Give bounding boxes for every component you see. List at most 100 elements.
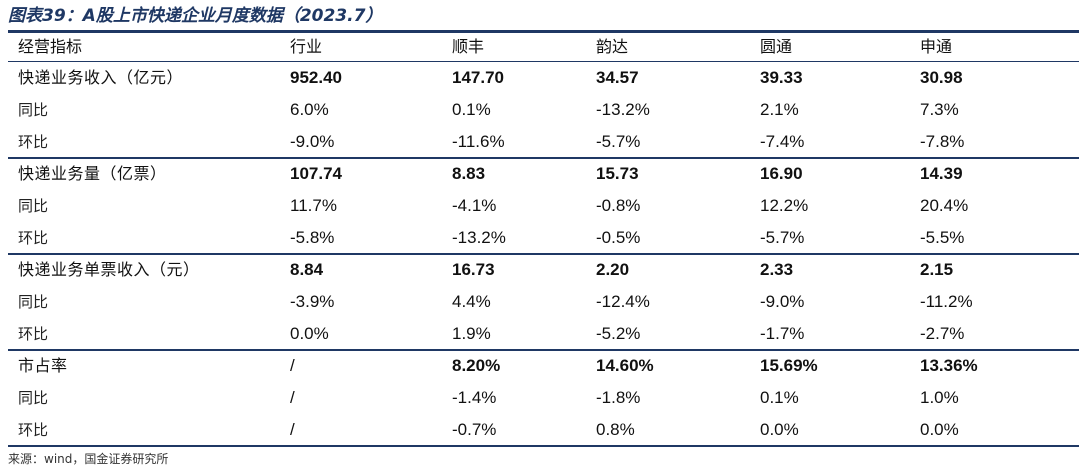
cell-value: -1.4% [452,388,497,407]
cell-value: -5.7% [596,132,641,151]
group-divider [8,253,1079,255]
cell-value: -13.2% [596,100,650,119]
cell-value: 30.98 [920,68,963,87]
row-label: 同比 [18,197,49,215]
cell-value: / [290,388,295,407]
table-row: 环比 -9.0% -11.6% -5.7% -7.4% -7.8% [8,126,1079,158]
table-group-unit-revenue: 快递业务单票收入（元） 8.84 16.73 2.20 2.33 2.15 同比… [8,254,1079,350]
cell-value: 2.33 [760,260,794,279]
cell-value: -1.7% [760,324,805,343]
table-row: 环比 0.0% 1.9% -5.2% -1.7% -2.7% [8,318,1079,350]
cell-value: 0.8% [596,420,635,439]
header-rule [8,61,1079,62]
group-divider [8,349,1079,351]
cell-value: 12.2% [760,196,809,215]
cell-value: 0.1% [760,388,799,407]
row-label: 快递业务单票收入（元） [18,260,200,279]
cell-value: 13.36% [920,356,978,375]
cell-value: / [290,420,295,439]
table-row: 同比 / -1.4% -1.8% 0.1% 1.0% [8,382,1079,414]
header-indicator: 经营指标 [18,37,83,56]
header-sf: 顺丰 [452,37,485,56]
row-label: 同比 [18,293,49,311]
cell-value: 8.83 [452,164,486,183]
header-yunda: 韵达 [596,37,629,56]
cell-value: 1.9% [452,324,491,343]
cell-value: 7.3% [920,100,959,119]
cell-value: -4.1% [452,196,497,215]
cell-value: -1.8% [596,388,641,407]
table-group-market-share: 市占率 / 8.20% 14.60% 15.69% 13.36% 同比 / -1… [8,350,1079,446]
cell-value: 147.70 [452,68,504,87]
cell-value: -5.5% [920,228,965,247]
row-label: 环比 [18,229,49,247]
table-row: 同比 11.7% -4.1% -0.8% 12.2% 20.4% [8,190,1079,222]
cell-value: -2.7% [920,324,965,343]
cell-value: 2.20 [596,260,630,279]
table-bottom-rule [8,445,1079,447]
row-label: 同比 [18,101,49,119]
table-group-revenue: 快递业务收入（亿元） 952.40 147.70 34.57 39.33 30.… [8,62,1079,158]
cell-value: 15.73 [596,164,639,183]
cell-value: -0.8% [596,196,641,215]
row-label: 环比 [18,133,49,151]
cell-value: 11.7% [290,196,337,215]
cell-value: 2.1% [760,100,799,119]
row-label: 环比 [18,421,49,439]
cell-value: -9.0% [290,132,335,151]
cell-value: -7.4% [760,132,805,151]
cell-value: 952.40 [290,68,342,87]
cell-value: -12.4% [596,292,650,311]
row-label: 快递业务量（亿票） [18,164,167,183]
cell-value: -9.0% [760,292,805,311]
cell-value: 14.60% [596,356,654,375]
row-label: 快递业务收入（亿元） [18,68,184,87]
cell-value: 2.15 [920,260,954,279]
cell-value: -5.8% [290,228,335,247]
cell-value: 20.4% [920,196,969,215]
cell-value: 0.0% [920,420,959,439]
figure-title: 图表39：A股上市快递企业月度数据（2023.7） [8,6,383,26]
cell-value: -11.2% [920,292,973,311]
table-row: 同比 6.0% 0.1% -13.2% 2.1% 7.3% [8,94,1079,126]
row-label: 市占率 [18,356,68,375]
cell-value: / [290,356,295,375]
cell-value: 8.84 [290,260,324,279]
cell-value: 39.33 [760,68,803,87]
cell-value: 8.20% [452,356,501,375]
cell-value: 34.57 [596,68,639,87]
cell-value: -0.5% [596,228,641,247]
cell-value: -7.8% [920,132,965,151]
cell-value: -5.2% [596,324,641,343]
cell-value: 1.0% [920,388,959,407]
cell-value: 0.0% [290,324,329,343]
cell-value: -13.2% [452,228,506,247]
cell-value: -0.7% [452,420,497,439]
cell-value: 0.0% [760,420,799,439]
cell-value: 0.1% [452,100,491,119]
source-note: 来源：wind，国金证券研究所 [8,452,169,466]
cell-value: -3.9% [290,292,335,311]
row-label: 同比 [18,389,49,407]
cell-value: -5.7% [760,228,805,247]
cell-value: 4.4% [452,292,491,311]
table-group-volume: 快递业务量（亿票） 107.74 8.83 15.73 16.90 14.39 … [8,158,1079,254]
cell-value: 107.74 [290,164,342,183]
cell-value: 6.0% [290,100,329,119]
cell-value: 15.69% [760,356,818,375]
cell-value: 14.39 [920,164,963,183]
table-row: 快递业务量（亿票） 107.74 8.83 15.73 16.90 14.39 [8,158,1079,190]
table-row: 环比 -5.8% -13.2% -0.5% -5.7% -5.5% [8,222,1079,254]
table-header-row: 经营指标 行业 顺丰 韵达 圆通 申通 [8,33,1079,61]
table-row: 快递业务单票收入（元） 8.84 16.73 2.20 2.33 2.15 [8,254,1079,286]
table-row: 环比 / -0.7% 0.8% 0.0% 0.0% [8,414,1079,446]
table-row: 同比 -3.9% 4.4% -12.4% -9.0% -11.2% [8,286,1079,318]
group-divider [8,157,1079,159]
header-sto: 申通 [920,37,953,56]
table-row: 快递业务收入（亿元） 952.40 147.70 34.57 39.33 30.… [8,62,1079,94]
title-rule [8,30,1079,33]
header-yto: 圆通 [760,37,793,56]
cell-value: 16.73 [452,260,495,279]
cell-value: -11.6% [452,132,505,151]
cell-value: 16.90 [760,164,803,183]
